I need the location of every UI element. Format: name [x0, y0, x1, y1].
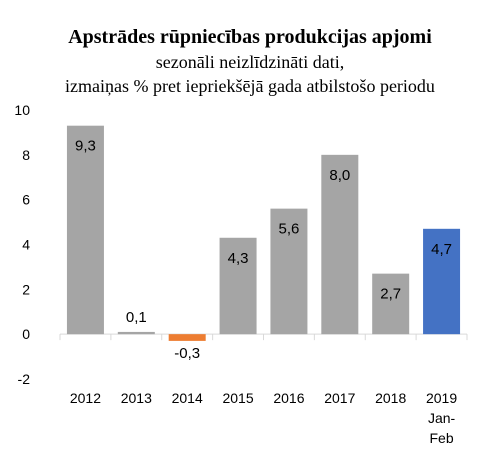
- data-label: 2,7: [380, 286, 401, 303]
- x-tick-label: Feb: [430, 430, 454, 446]
- data-label: 9,3: [75, 138, 96, 155]
- bar-2012: [66, 125, 104, 335]
- bar-2013: [117, 331, 155, 335]
- y-tick-label: -2: [18, 371, 31, 387]
- data-label: 5,6: [279, 221, 300, 238]
- bar-2017: [321, 154, 359, 335]
- x-tick-label: 2016: [273, 390, 304, 406]
- y-tick-label: 6: [22, 192, 30, 208]
- data-label: 0,1: [126, 309, 147, 326]
- x-tick-label: 2014: [172, 390, 203, 406]
- bar-2015: [219, 237, 257, 335]
- bar-2014: [168, 334, 206, 341]
- data-label: 4,7: [431, 241, 452, 258]
- x-tick-label: 2019: [426, 390, 457, 406]
- chart-subtitle-line-2: izmaiņas % pret iepriekšējā gada atbilst…: [65, 76, 435, 96]
- bar-2016: [270, 208, 308, 335]
- y-tick-label: 4: [22, 237, 30, 253]
- x-tick-label: 2013: [121, 390, 152, 406]
- x-tick-label: Jan-: [428, 410, 456, 426]
- x-tick-label: 2018: [375, 390, 406, 406]
- x-tick-label: 2012: [70, 390, 101, 406]
- y-tick-label: 10: [14, 102, 30, 118]
- chart-title: Apstrādes rūpniecības produkcijas apjomi: [68, 26, 432, 48]
- bar-2018: [372, 273, 410, 335]
- x-tick-label: 2015: [222, 390, 253, 406]
- chart-subtitle-line-1: sezonāli neizlīdzināti dati,: [155, 52, 345, 72]
- y-tick-label: 8: [22, 147, 30, 163]
- x-tick-label: 2017: [324, 390, 355, 406]
- bar-2019: [423, 228, 461, 335]
- y-tick-label: 2: [22, 281, 30, 297]
- data-label: 8,0: [329, 167, 350, 184]
- data-label: -0,3: [174, 345, 200, 362]
- data-label: 4,3: [228, 250, 249, 267]
- y-tick-label: 0: [22, 326, 30, 342]
